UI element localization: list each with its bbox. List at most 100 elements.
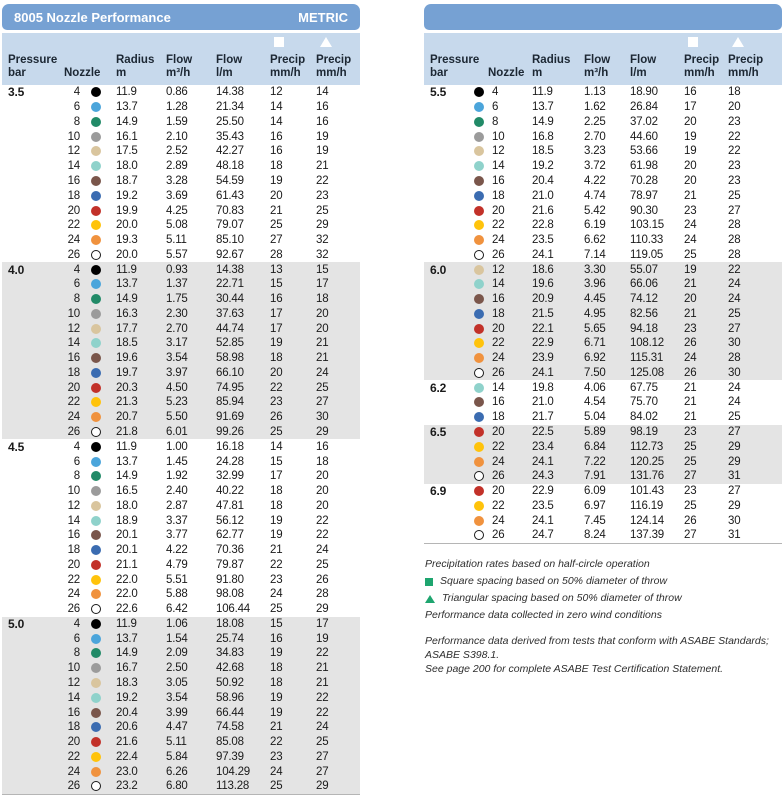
column-header-row: Pressure bar Nozzle Radius m Flow m³/h Flow … (424, 33, 782, 85)
flow-lm-value: 74.95 (216, 381, 244, 394)
radius-value: 21.0 (532, 189, 554, 202)
precip-triangle-value: 20 (316, 322, 329, 335)
precip-triangle-value: 29 (728, 455, 741, 468)
radius-value: 19.6 (116, 352, 138, 365)
pressure-value: 5.5 (430, 85, 447, 100)
flow-lm-value: 24.28 (216, 455, 244, 468)
column-header-radius: Radius m (108, 33, 158, 85)
flow-m3h-value: 4.22 (166, 544, 188, 557)
precip-square-value: 24 (270, 588, 283, 601)
precip-triangle-value: 28 (728, 248, 741, 261)
radius-value: 20.0 (116, 219, 138, 232)
radius-value: 21.5 (532, 307, 554, 320)
nozzle-number: 16 (492, 174, 505, 187)
nozzle-color-dot (91, 486, 101, 497)
radius-value: 23.0 (116, 765, 138, 778)
radius-value: 19.2 (116, 189, 138, 202)
flow-m3h-value: 2.52 (166, 145, 188, 158)
nozzle-dot-cell (84, 249, 108, 260)
flow-m3h-value: 2.70 (166, 322, 188, 335)
precip-square-value: 18 (270, 677, 283, 689)
flow-m3h-value: 5.23 (166, 396, 188, 409)
nozzle-color-dot (474, 515, 484, 526)
precip-square-value: 27 (684, 470, 697, 483)
flow-m3h-value: 7.45 (584, 514, 606, 527)
precip-triangle-value: 18 (316, 455, 329, 468)
nozzle-dot-cell (468, 323, 490, 334)
table-row: 10 16.1 2.10 35.43 16 19 (2, 129, 360, 144)
nozzle-number: 18 (67, 366, 81, 379)
precip-square-value: 21 (270, 544, 283, 557)
radius-value: 16.7 (116, 662, 138, 675)
precip-triangle-value: 20 (316, 499, 329, 512)
flow-lm-value: 112.73 (630, 440, 664, 453)
precip-square-value: 27 (684, 529, 697, 542)
nozzle-number: 20 (492, 485, 505, 498)
flow-lm-value: 101.43 (630, 485, 664, 498)
nozzle-number: 14 (492, 160, 505, 173)
nozzle-number: 20 (67, 558, 81, 571)
nozzle-color-dot (474, 249, 484, 260)
nozzle-number: 26 (67, 425, 81, 438)
precip-square-value: 18 (270, 662, 283, 675)
flow-m3h-value: 7.14 (584, 248, 606, 261)
nozzle-number: 14 (67, 337, 81, 350)
column-header-label: Precip mm/h (684, 54, 720, 79)
flow-lm-value: 35.43 (216, 130, 244, 143)
radius-value: 21.0 (532, 396, 554, 409)
radius-value: 22.9 (532, 485, 554, 498)
nozzle-dot-cell (84, 308, 108, 319)
flow-lm-value: 98.08 (216, 588, 244, 601)
flow-m3h-value: 3.05 (166, 677, 188, 689)
table-row: 6 13.7 1.62 26.84 17 20 (424, 100, 782, 115)
flow-lm-value: 94.18 (630, 322, 658, 335)
precip-triangle-value: 24 (316, 544, 329, 557)
nozzle-number: 22 (67, 750, 81, 763)
nozzle-dot-cell (84, 471, 108, 482)
precip-triangle-value: 19 (316, 632, 329, 645)
flow-m3h-value: 0.86 (166, 86, 188, 99)
precip-triangle-value: 20 (316, 470, 329, 483)
nozzle-dot-cell (84, 486, 108, 497)
precip-triangle-value: 22 (316, 174, 329, 187)
nozzle-number: 22 (67, 219, 81, 232)
nozzle-number: 10 (67, 662, 81, 675)
precip-triangle-value: 30 (728, 337, 741, 350)
nozzle-dot-cell (84, 530, 108, 541)
precip-square-value: 13 (270, 263, 283, 276)
column-header-label: Flow l/m (630, 54, 657, 79)
flow-lm-value: 37.02 (630, 115, 658, 128)
flow-lm-value: 14.38 (216, 86, 244, 99)
table-row: 26 21.8 6.01 99.26 25 29 (2, 425, 360, 440)
flow-m3h-value: 5.50 (166, 411, 188, 424)
precip-triangle-value: 29 (316, 780, 329, 793)
nozzle-color-dot (91, 175, 101, 186)
nozzle-number: 26 (67, 603, 81, 616)
table-row: 16 20.4 4.22 70.28 20 23 (424, 174, 782, 189)
nozzle-dot-cell (468, 382, 490, 393)
table-row: 20 21.6 5.11 85.08 22 25 (2, 735, 360, 750)
nozzle-number: 22 (492, 219, 505, 232)
nozzle-number: 14 (67, 514, 81, 527)
radius-value: 20.9 (532, 293, 554, 306)
pressure-value: 6.2 (430, 380, 447, 395)
precip-triangle-value: 29 (728, 440, 741, 453)
nozzle-dot-cell (84, 382, 108, 393)
precip-triangle-value: 21 (316, 352, 329, 365)
nozzle-number: 26 (492, 248, 505, 261)
table-row: 26 20.0 5.57 92.67 28 32 (2, 247, 360, 262)
nozzle-color-dot (91, 751, 101, 762)
flow-lm-value: 70.28 (630, 174, 658, 187)
precip-triangle-value: 21 (316, 337, 329, 350)
precip-triangle-value: 22 (728, 263, 741, 276)
precip-triangle-value: 29 (316, 219, 329, 232)
nozzle-color-dot (91, 116, 101, 127)
precip-triangle-value: 24 (316, 366, 329, 379)
footnotes: Precipitation rates based on half-circle… (425, 556, 777, 676)
nozzle-number: 4 (73, 617, 80, 630)
flow-lm-value: 98.19 (630, 425, 658, 438)
table-row: 16 21.0 4.54 75.70 21 24 (424, 395, 782, 410)
radius-value: 21.1 (116, 558, 138, 571)
flow-m3h-value: 0.93 (166, 263, 188, 276)
precip-triangle-value: 18 (728, 86, 741, 99)
